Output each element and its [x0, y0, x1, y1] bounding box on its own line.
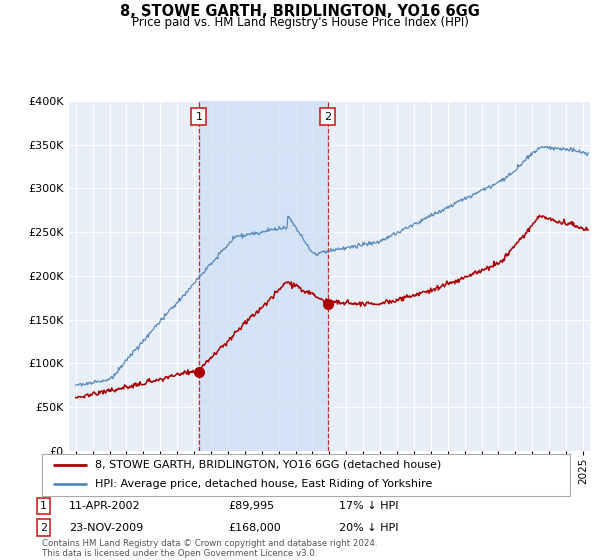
Text: 17% ↓ HPI: 17% ↓ HPI [339, 501, 398, 511]
Text: £168,000: £168,000 [228, 522, 281, 533]
Text: HPI: Average price, detached house, East Riding of Yorkshire: HPI: Average price, detached house, East… [95, 479, 432, 489]
Text: 1: 1 [196, 111, 202, 122]
Text: 1: 1 [40, 501, 47, 511]
Text: £89,995: £89,995 [228, 501, 274, 511]
Text: 2: 2 [40, 522, 47, 533]
Text: 11-APR-2002: 11-APR-2002 [69, 501, 140, 511]
Text: 23-NOV-2009: 23-NOV-2009 [69, 522, 143, 533]
Text: 8, STOWE GARTH, BRIDLINGTON, YO16 6GG: 8, STOWE GARTH, BRIDLINGTON, YO16 6GG [120, 4, 480, 19]
Text: 2: 2 [324, 111, 331, 122]
Bar [199, 101, 328, 451]
Text: 8, STOWE GARTH, BRIDLINGTON, YO16 6GG (detached house): 8, STOWE GARTH, BRIDLINGTON, YO16 6GG (d… [95, 460, 441, 470]
Text: Contains HM Land Registry data © Crown copyright and database right 2024.
This d: Contains HM Land Registry data © Crown c… [42, 539, 377, 558]
Text: Price paid vs. HM Land Registry's House Price Index (HPI): Price paid vs. HM Land Registry's House … [131, 16, 469, 29]
Text: 20% ↓ HPI: 20% ↓ HPI [339, 522, 398, 533]
